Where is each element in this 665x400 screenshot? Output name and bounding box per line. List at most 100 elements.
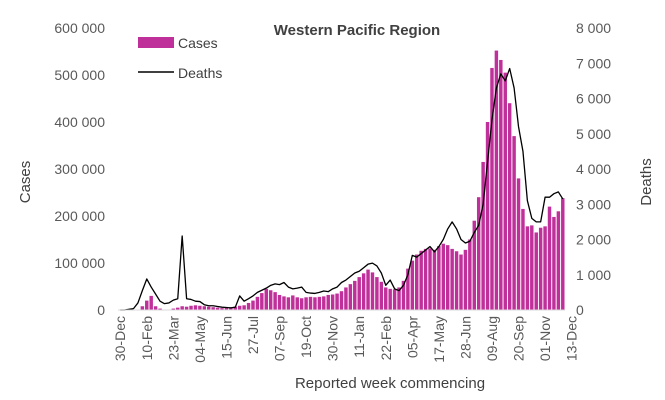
y-tick-label: 100 000 bbox=[54, 255, 105, 271]
cases-bar bbox=[543, 226, 547, 310]
x-tick-label: 30-Nov bbox=[325, 316, 341, 361]
cases-bar bbox=[361, 273, 366, 310]
x-tick-label: 07-Sep bbox=[272, 316, 288, 361]
cases-bar bbox=[410, 260, 415, 310]
cases-bar bbox=[224, 307, 229, 310]
cases-bar bbox=[220, 308, 224, 310]
cases-bar bbox=[229, 307, 233, 310]
y2-tick-label: 5 000 bbox=[576, 126, 611, 142]
cases-bar bbox=[211, 307, 215, 310]
cases-bar bbox=[140, 306, 145, 310]
cases-bar bbox=[317, 296, 322, 310]
cases-bar bbox=[198, 305, 202, 310]
cases-bar bbox=[145, 300, 149, 310]
cases-bar bbox=[392, 289, 397, 310]
x-tick-label: 19-Oct bbox=[298, 316, 314, 358]
cases-bar bbox=[516, 178, 521, 310]
cases-bar bbox=[503, 72, 507, 311]
cases-bar bbox=[233, 306, 238, 310]
x-tick-label: 22-Feb bbox=[378, 316, 394, 361]
cases-bar bbox=[521, 208, 525, 310]
y2-axis-ticks: 0 1 000 2 000 3 000 4 000 5 000 6 000 7 000 8 00… bbox=[576, 20, 611, 318]
cases-bar bbox=[304, 297, 308, 310]
cases-bar bbox=[468, 239, 472, 310]
x-tick-label: 30-Dec bbox=[112, 316, 128, 361]
y2-tick-label: 6 000 bbox=[576, 91, 611, 107]
y-tick-label: 600 000 bbox=[54, 20, 105, 36]
y2-tick-label: 1 000 bbox=[576, 267, 611, 283]
x-tick-label: 23-Mar bbox=[165, 316, 181, 361]
x-tick-label: 20-Sep bbox=[511, 316, 527, 361]
cases-bar bbox=[282, 296, 286, 310]
cases-bar bbox=[335, 293, 339, 310]
y2-tick-label: 3 000 bbox=[576, 196, 611, 212]
deaths-line-group bbox=[120, 67, 564, 311]
cases-bar bbox=[326, 294, 330, 310]
y2-tick-label: 7 000 bbox=[576, 55, 611, 71]
x-tick-label: 04-May bbox=[192, 316, 208, 363]
cases-bar bbox=[463, 249, 468, 310]
cases-bar bbox=[344, 287, 348, 310]
y2-axis-title: Deaths bbox=[638, 158, 655, 206]
cases-bar bbox=[525, 226, 530, 310]
cases-bar bbox=[295, 297, 299, 310]
cases-bar bbox=[193, 305, 198, 310]
cases-bar bbox=[494, 50, 499, 311]
deaths-line bbox=[120, 67, 564, 311]
cases-bar bbox=[184, 306, 189, 310]
cases-bar bbox=[459, 254, 463, 310]
cases-bar bbox=[366, 269, 370, 310]
cases-bar bbox=[268, 290, 273, 310]
cases-bar bbox=[561, 198, 565, 310]
x-tick-label: 11-Jan bbox=[351, 316, 367, 358]
cases-bar bbox=[499, 59, 503, 311]
cases-bar bbox=[375, 277, 379, 310]
cases-bar bbox=[348, 284, 353, 310]
cases-bars bbox=[140, 50, 565, 311]
cases-bar bbox=[277, 294, 282, 310]
cases-bar bbox=[299, 298, 304, 310]
x-tick-label: 10-Feb bbox=[139, 316, 155, 361]
cases-bar bbox=[260, 293, 264, 310]
y2-tick-label: 4 000 bbox=[576, 161, 611, 177]
cases-bar bbox=[322, 296, 326, 310]
cases-bar bbox=[538, 227, 543, 310]
cases-bar bbox=[401, 280, 406, 310]
cases-bar bbox=[313, 297, 317, 310]
cases-bar bbox=[207, 306, 211, 310]
cases-bar bbox=[556, 211, 561, 310]
cases-bar bbox=[215, 307, 220, 310]
cases-bar bbox=[397, 287, 401, 310]
cases-bar bbox=[246, 302, 251, 310]
x-tick-label: 13-Dec bbox=[564, 316, 580, 361]
y2-tick-label: 0 bbox=[576, 302, 584, 318]
cases-bar bbox=[534, 232, 538, 310]
legend-cases-label: Cases bbox=[178, 35, 218, 51]
cases-bar bbox=[454, 251, 459, 310]
cases-bar bbox=[237, 305, 242, 310]
cases-bar bbox=[171, 308, 176, 310]
cases-bar bbox=[189, 305, 193, 310]
cases-bar bbox=[445, 245, 450, 310]
cases-bar bbox=[432, 249, 437, 310]
cases-bar bbox=[415, 254, 419, 310]
y2-tick-label: 2 000 bbox=[576, 232, 611, 248]
cases-bar bbox=[370, 272, 375, 310]
cases-bar bbox=[255, 296, 260, 310]
cases-bar bbox=[242, 305, 246, 310]
x-axis-ticks: 30-Dec 10-Feb 23-Mar 04-May 15-Jun 27-Jul 07-S… bbox=[112, 316, 579, 363]
cases-bar bbox=[286, 297, 291, 310]
cases-bar bbox=[180, 306, 184, 310]
y-tick-label: 200 000 bbox=[54, 208, 105, 224]
x-tick-label: 09-Aug bbox=[484, 316, 500, 361]
cases-bar bbox=[507, 103, 512, 310]
cases-bar bbox=[490, 67, 494, 310]
cases-bar bbox=[437, 246, 441, 310]
x-tick-label: 17-May bbox=[431, 316, 447, 363]
cases-bar bbox=[264, 288, 268, 310]
cases-bar bbox=[149, 295, 153, 310]
cases-bar bbox=[472, 220, 476, 310]
legend-cases-swatch bbox=[138, 37, 174, 48]
